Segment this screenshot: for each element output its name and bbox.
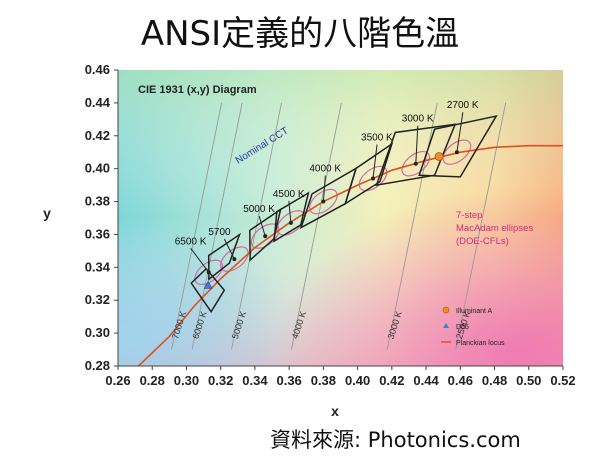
x-tick-label: 0.52 <box>550 373 575 388</box>
plot-background <box>118 70 563 366</box>
macadam-ellipse <box>309 188 338 215</box>
x-tick-label: 0.36 <box>276 373 301 388</box>
x-axis-label: x <box>331 403 339 419</box>
macadam-ellipse <box>442 139 472 165</box>
macadam-note-line: 7-step <box>456 210 482 221</box>
cct-leader-line <box>223 238 235 260</box>
cct-leader-line <box>288 200 292 223</box>
y-tick-label: 0.32 <box>85 292 110 307</box>
iso-cct-line <box>455 102 507 350</box>
y-tick-label: 0.28 <box>85 358 110 373</box>
nominal-cct-label: 4000 K <box>309 164 341 175</box>
cct-quadrangle <box>273 191 310 243</box>
x-tick-label: 0.28 <box>140 373 165 388</box>
nominal-cct-label: 5000 K <box>243 204 275 215</box>
legend-d65-swatch <box>443 323 449 328</box>
macadam-note-line: MacAdam ellipses <box>456 223 533 234</box>
illuminant-a-marker <box>434 152 444 161</box>
cct-leader-line <box>190 247 210 273</box>
x-tick-label: 0.40 <box>345 373 370 388</box>
iso-cct-line <box>290 102 342 350</box>
legend-illuminant-a-swatch <box>442 306 450 314</box>
cct-leader-line <box>322 175 326 202</box>
cct-quadrangle <box>418 114 498 178</box>
nominal-cct-label: 2700 K <box>447 100 479 111</box>
y-tick-label: 0.40 <box>85 161 110 176</box>
x-tick-label: 0.42 <box>379 373 404 388</box>
x-tick-label: 0.46 <box>448 373 473 388</box>
d65-marker <box>203 280 213 289</box>
y-tick-label: 0.44 <box>85 95 111 110</box>
legend-label: D65 <box>456 324 469 331</box>
chart-title: CIE 1931 (x,y) Diagram <box>138 84 257 96</box>
nominal-cct-label: 6500 K <box>175 236 207 247</box>
y-tick-label: 0.34 <box>85 259 111 274</box>
x-tick-label: 0.34 <box>242 373 268 388</box>
cct-leader-line <box>372 144 378 179</box>
y-tick-label: 0.30 <box>85 325 110 340</box>
cct-quadrangle <box>207 232 241 281</box>
legend-label: Illuminant A <box>456 308 493 315</box>
source-credit: 資料來源: Photonics.com <box>270 428 521 452</box>
x-tick-label: 0.30 <box>174 373 199 388</box>
cct-leader-line <box>456 112 464 153</box>
x-tick-label: 0.44 <box>413 373 439 388</box>
y-tick-label: 0.36 <box>85 226 110 241</box>
cct-leader-line <box>415 125 419 164</box>
legend-label: Planckian locus <box>456 340 505 347</box>
cct-quadrangle <box>190 267 226 314</box>
macadam-note-line: (DOE-CFLs) <box>456 236 509 247</box>
y-tick-label: 0.46 <box>85 62 110 77</box>
nominal-cct-label: 3500 K <box>361 133 393 144</box>
y-tick-label: 0.42 <box>85 128 110 143</box>
x-tick-label: 0.50 <box>516 373 541 388</box>
y-tick-label: 0.38 <box>85 194 110 209</box>
planckian-locus-line <box>137 144 563 366</box>
y-axis-label: y <box>43 205 51 221</box>
iso-cct-line <box>171 102 223 350</box>
macadam-ellipse <box>358 165 388 192</box>
x-tick-label: 0.32 <box>208 373 233 388</box>
x-tick-label: 0.48 <box>482 373 507 388</box>
cct-leader-line <box>258 215 266 237</box>
page-title: ANSI定義的八階色溫 <box>140 14 460 54</box>
x-tick-label: 0.26 <box>105 373 130 388</box>
iso-cct-line <box>191 102 243 350</box>
nominal-cct-label: 4500 K <box>273 189 305 200</box>
x-tick-label: 0.38 <box>311 373 336 388</box>
nominal-cct-label: 3000 K <box>402 114 434 125</box>
nominal-cct-label: 5700 <box>208 227 231 238</box>
